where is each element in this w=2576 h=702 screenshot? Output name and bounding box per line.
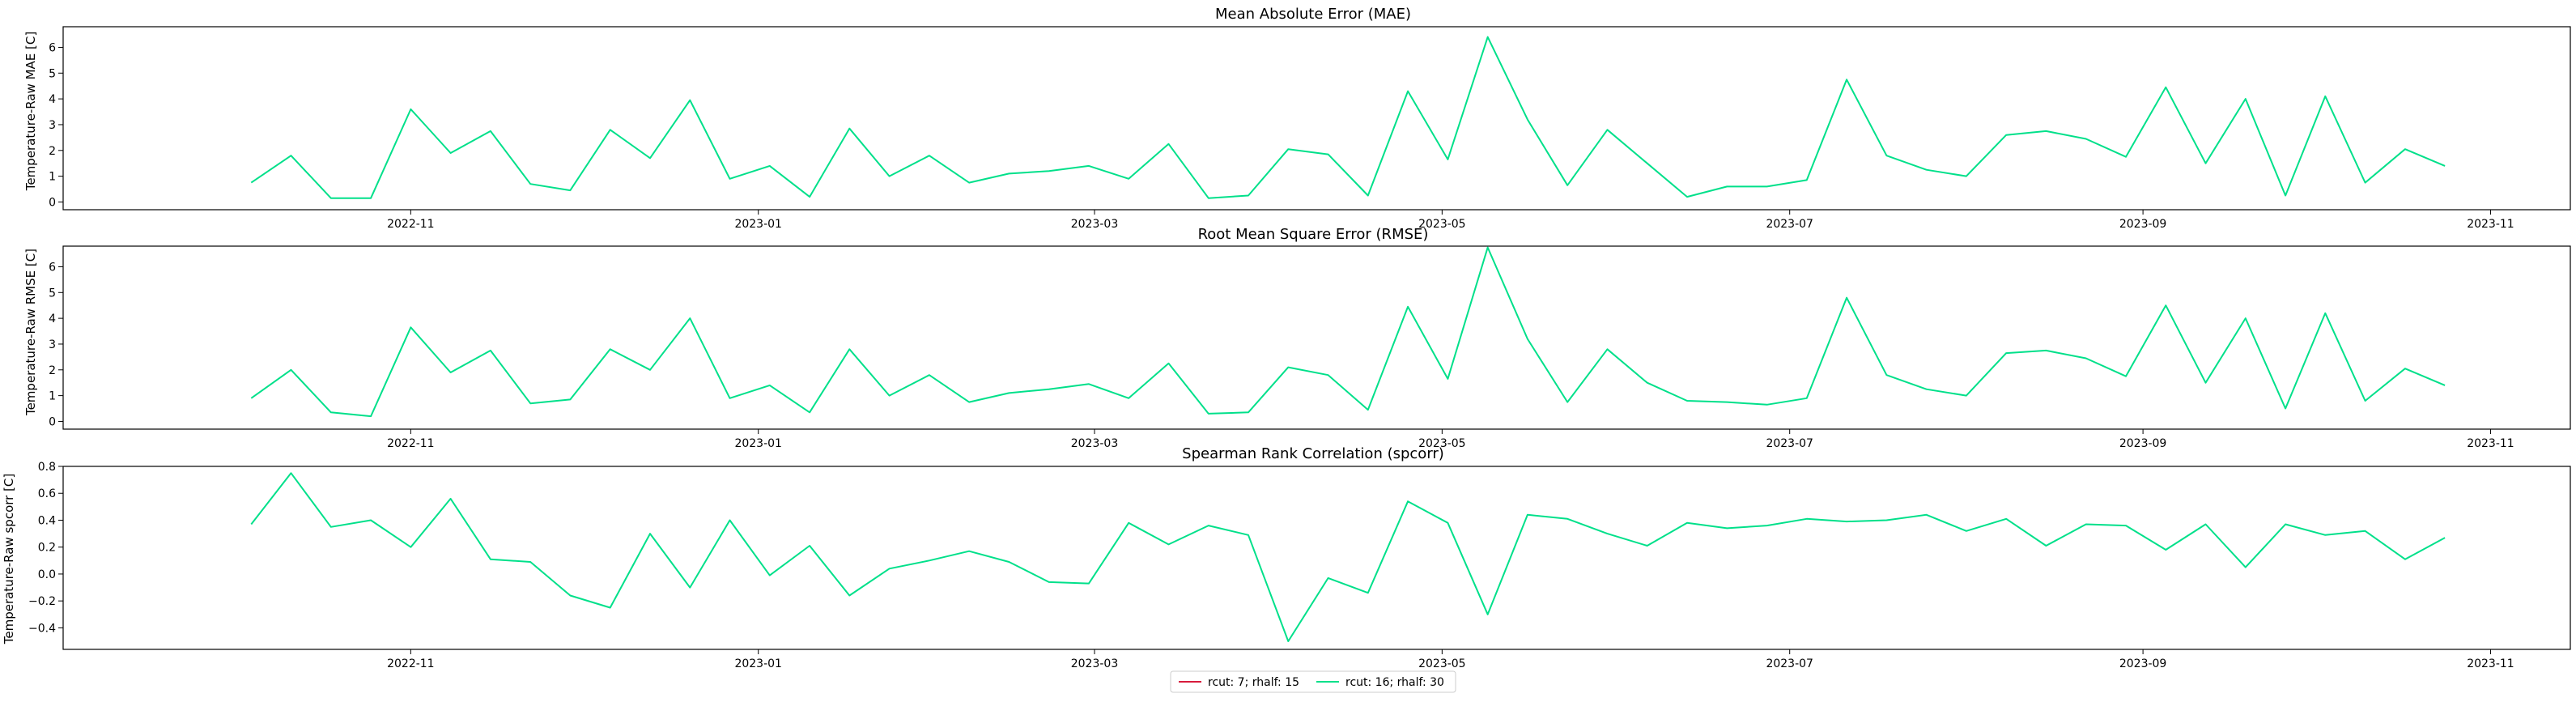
- legend-label-green: rcut: 16; rhalf: 30: [1345, 676, 1444, 689]
- y-tick-label: 2: [49, 364, 56, 377]
- legend: rcut: 7; rhalf: 15 rcut: 16; rhalf: 30: [1170, 670, 1456, 693]
- x-tick-label: 2023-11: [2467, 657, 2514, 670]
- x-tick-label: 2023-07: [1766, 437, 1813, 450]
- chart-title-spcorr: Spearman Rank Correlation (spcorr): [1182, 445, 1444, 462]
- y-tick-label: −0.2: [28, 595, 56, 608]
- x-tick-label: 2023-05: [1418, 657, 1466, 670]
- plot-area-spcorr: [62, 466, 2571, 650]
- y-axis-label-spcorr: Temperature-Raw spcorr [C]: [2, 474, 16, 645]
- chart-title-mae: Mean Absolute Error (MAE): [1215, 6, 1411, 23]
- x-tick-label: 2023-03: [1071, 657, 1119, 670]
- y-tick-label: 0.0: [38, 568, 56, 581]
- y-tick-label: 5: [49, 67, 56, 80]
- y-tick-label: 6: [49, 41, 56, 54]
- x-tick-label: 2023-01: [734, 657, 782, 670]
- y-tick-label: 0: [49, 415, 56, 428]
- x-tick-label: 2023-01: [734, 437, 782, 450]
- y-tick-label: 0.2: [38, 542, 56, 555]
- plot-area-mae: [62, 26, 2571, 211]
- panel-rmse: Root Mean Square Error (RMSE) Temperatur…: [23, 226, 2571, 450]
- x-tick-label: 2022-11: [387, 437, 435, 450]
- x-tick-label: 2023-03: [1071, 218, 1119, 231]
- y-tick-label: 0.6: [38, 487, 56, 500]
- y-tick-label: 3: [49, 338, 56, 351]
- legend-label-red: rcut: 7; rhalf: 15: [1208, 676, 1299, 689]
- y-tick-label: 1: [49, 171, 56, 184]
- y-tick-label: 3: [49, 119, 56, 132]
- x-tick-label: 2023-07: [1766, 218, 1813, 231]
- y-tick-label: 4: [49, 93, 56, 106]
- y-tick-label: 5: [49, 287, 56, 300]
- y-axis-label-rmse: Temperature-Raw RMSE [C]: [23, 249, 38, 416]
- x-tick-label: 2023-03: [1071, 437, 1119, 450]
- series-line: [250, 472, 2446, 642]
- x-tick-label: 2023-01: [734, 218, 782, 231]
- panel-mae: Mean Absolute Error (MAE) Temperature-Ra…: [23, 6, 2571, 231]
- x-tick-label: 2023-05: [1418, 218, 1466, 231]
- y-tick-label: 4: [49, 313, 56, 325]
- y-tick-label: 0: [49, 196, 56, 209]
- x-tick-label: 2023-09: [2119, 218, 2167, 231]
- panel-spcorr: Spearman Rank Correlation (spcorr) Tempe…: [2, 445, 2571, 670]
- y-tick-label: −0.4: [28, 622, 56, 635]
- chart-title-rmse: Root Mean Square Error (RMSE): [1198, 226, 1429, 243]
- x-tick-label: 2023-09: [2119, 657, 2167, 670]
- x-tick-label: 2023-11: [2467, 218, 2514, 231]
- y-tick-label: 0.4: [38, 514, 56, 527]
- y-tick-label: 1: [49, 390, 56, 403]
- x-tick-label: 2023-09: [2119, 437, 2167, 450]
- y-tick-label: 0.8: [38, 461, 56, 474]
- y-tick-label: 2: [49, 145, 56, 158]
- legend-frame: [1170, 670, 1456, 693]
- x-tick-label: 2023-11: [2467, 437, 2514, 450]
- plot-area-rmse: [62, 245, 2571, 430]
- y-tick-label: 6: [49, 261, 56, 274]
- series-line: [250, 246, 2446, 418]
- series-line: [250, 36, 2446, 199]
- y-axis-label-mae: Temperature-Raw MAE [C]: [23, 32, 38, 191]
- x-tick-label: 2022-11: [387, 218, 435, 231]
- x-tick-label: 2022-11: [387, 657, 435, 670]
- x-tick-label: 2023-05: [1418, 437, 1466, 450]
- x-tick-label: 2023-07: [1766, 657, 1813, 670]
